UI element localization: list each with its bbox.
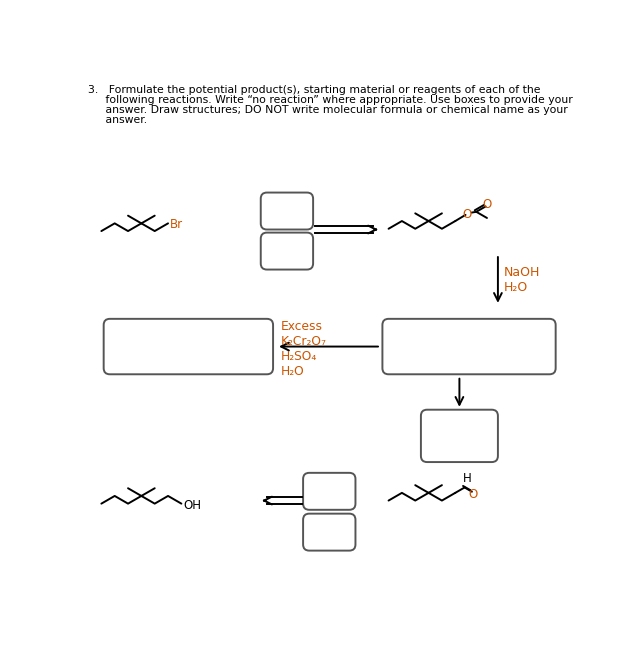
- Text: O: O: [482, 198, 492, 212]
- Text: Excess
K₂Cr₂O₇
H₂SO₄
H₂O: Excess K₂Cr₂O₇ H₂SO₄ H₂O: [281, 320, 327, 378]
- FancyBboxPatch shape: [303, 514, 355, 551]
- FancyBboxPatch shape: [303, 473, 355, 510]
- Text: following reactions. Write “no reaction” where appropriate. Use boxes to provide: following reactions. Write “no reaction”…: [88, 95, 573, 105]
- Text: answer.: answer.: [88, 115, 147, 125]
- Text: NaOH
H₂O: NaOH H₂O: [504, 265, 540, 293]
- FancyBboxPatch shape: [421, 409, 498, 462]
- FancyBboxPatch shape: [261, 233, 313, 270]
- FancyBboxPatch shape: [261, 193, 313, 229]
- Text: answer. Draw structures; DO NOT write molecular formula or chemical name as your: answer. Draw structures; DO NOT write mo…: [88, 105, 568, 115]
- FancyBboxPatch shape: [383, 319, 556, 374]
- FancyBboxPatch shape: [104, 319, 273, 374]
- Text: O: O: [462, 208, 471, 221]
- Text: O: O: [468, 487, 477, 500]
- Text: H: H: [463, 472, 472, 485]
- Text: Br: Br: [171, 218, 184, 231]
- Text: 3.   Formulate the potential product(s), starting material or reagents of each o: 3. Formulate the potential product(s), s…: [88, 84, 541, 95]
- Text: OH: OH: [183, 498, 201, 512]
